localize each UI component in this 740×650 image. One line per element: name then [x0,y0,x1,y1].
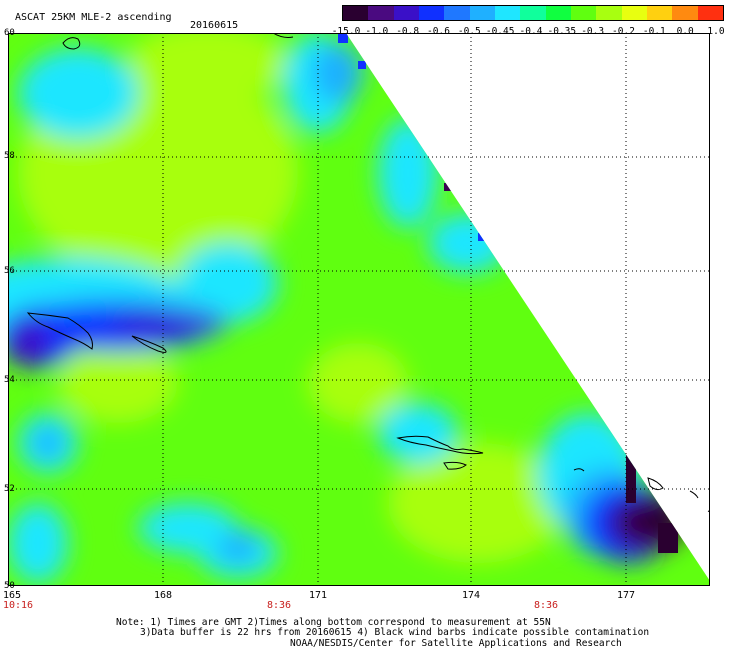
color-scale-tick-label: -0.45 [485,26,515,37]
color-scale-swatch [672,6,699,20]
color-scale-tick-label: -0.3 [581,26,605,37]
color-scale-swatch [495,6,521,20]
lat-label-52: 52 [4,484,15,494]
color-scale-tick-label: -0.2 [612,26,635,37]
color-scale-tick-label: 1.0 [707,26,725,37]
color-scale-swatch [596,6,623,20]
map-frame [8,33,710,586]
product-title: ASCAT 25KM MLE-2 ascending [15,12,172,23]
color-scale-tick-label: 0.0 [676,26,694,37]
color-scale-swatch [545,6,572,20]
lat-label-60: 60 [4,28,15,38]
color-scale-swatch [520,6,547,20]
lon-label-168: 168 [153,590,173,601]
lon-label-174: 174 [461,590,481,601]
color-scale-bar [342,5,724,21]
color-scale-swatch [343,6,369,20]
swath-data [8,33,710,586]
color-scale-tick-label: -0.8 [396,26,420,37]
time-label-1: 10:16 [2,600,34,611]
time-label-3: 8:36 [533,600,559,611]
color-scale-tick-label: -15.0 [331,26,361,37]
color-scale-tick-label: -0.6 [427,26,450,37]
color-scale-swatch [444,6,471,20]
color-scale-swatch [419,6,445,20]
color-scale-swatch [469,6,496,20]
time-label-2: 8:36 [266,600,292,611]
color-scale-swatch [571,6,597,20]
color-scale-swatch [621,6,648,20]
color-scale-swatch [647,6,673,20]
lat-label-50: 50 [4,581,15,591]
coastlines [26,33,710,513]
product-date: 20160615 [190,20,239,31]
lat-label-54: 54 [4,375,15,385]
lat-label-58: 58 [4,151,15,161]
color-scale-tick-label: -0.5 [457,26,481,37]
lon-label-171: 171 [308,590,328,601]
color-scale-swatch [393,6,420,20]
lat-label-56: 56 [4,266,15,276]
color-scale-swatch [368,6,395,20]
graticule [8,33,710,586]
color-scale-swatch [697,6,724,20]
lon-label-177: 177 [616,590,636,601]
color-scale-tick-label: -0.1 [642,26,666,37]
color-scale-tick-label: -0.35 [547,26,577,37]
footer-note-1: Note: 1) Times are GMT 2)Times along bot… [116,617,551,628]
wind-map [8,33,710,586]
footer-note-2: 3)Data buffer is 22 hrs from 20160615 4)… [140,627,650,638]
footer-credit: NOAA/NESDIS/Center for Satellite Applica… [290,638,622,649]
color-scale-tick-label: -1.0 [365,26,389,37]
lon-label-165: 165 [2,590,22,601]
color-scale-tick-label: -0.4 [519,26,543,37]
